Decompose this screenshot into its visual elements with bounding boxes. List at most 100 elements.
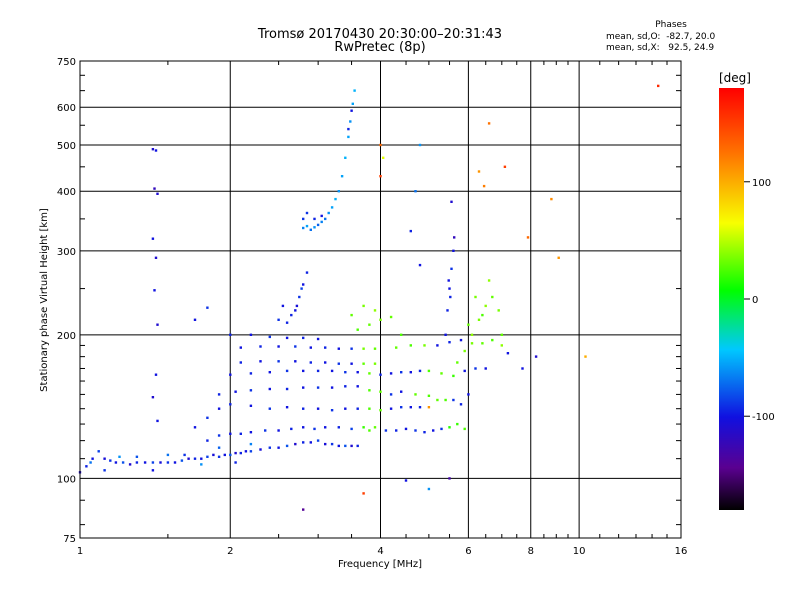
data-point	[193, 426, 197, 429]
data-point	[330, 386, 334, 389]
data-point	[456, 361, 459, 364]
data-point	[470, 333, 474, 336]
data-point	[128, 463, 132, 466]
data-point	[368, 429, 371, 432]
data-point	[409, 229, 412, 233]
data-point	[212, 453, 215, 457]
phase-stats-o: mean, sd,O: -82.7, 20.0	[606, 32, 716, 42]
data-point	[450, 267, 453, 270]
data-point	[206, 439, 209, 442]
data-point	[330, 206, 334, 209]
data-point	[244, 450, 248, 453]
data-point	[313, 217, 316, 221]
data-point	[285, 444, 289, 448]
data-point	[277, 318, 280, 321]
data-point	[309, 441, 312, 444]
data-point	[300, 287, 303, 290]
data-point	[389, 315, 393, 319]
data-point	[453, 236, 456, 239]
data-point	[449, 295, 452, 299]
data-point	[305, 271, 309, 274]
data-point	[85, 465, 88, 468]
data-point	[484, 304, 487, 308]
data-point	[193, 457, 197, 460]
data-point	[427, 369, 431, 373]
data-point	[404, 479, 408, 482]
y-tick-label: 100	[57, 474, 76, 485]
data-point	[249, 442, 253, 446]
data-point	[344, 371, 347, 374]
data-point	[302, 217, 305, 221]
data-point	[316, 337, 320, 341]
y-axis-label: Stationary phase Virtual Height [km]	[39, 208, 50, 392]
data-point	[356, 444, 359, 448]
data-point	[229, 453, 232, 457]
data-point	[444, 398, 447, 402]
data-point	[249, 431, 253, 434]
data-point	[234, 390, 237, 393]
data-point	[259, 345, 262, 348]
x-tick-label: 16	[675, 546, 688, 557]
data-point	[427, 406, 431, 409]
data-point	[309, 361, 312, 364]
data-point	[91, 457, 94, 460]
data-point	[166, 453, 170, 457]
y-tick-label: 400	[57, 187, 76, 198]
data-point	[368, 372, 371, 375]
data-point	[313, 226, 316, 229]
data-point	[217, 434, 221, 437]
data-point	[294, 442, 297, 446]
data-point	[356, 371, 359, 374]
data-point	[316, 407, 320, 410]
data-point	[285, 387, 289, 391]
x-axis-label: Frequency [MHz]	[338, 559, 422, 570]
data-point	[474, 295, 477, 299]
data-point	[379, 318, 382, 321]
data-point	[324, 442, 327, 446]
data-point	[414, 393, 417, 396]
colorbar-tick-labels: 100 0 -100	[744, 178, 775, 423]
data-point	[156, 192, 159, 195]
data-point	[302, 336, 305, 340]
data-point	[302, 226, 305, 230]
plot-frame	[79, 60, 682, 539]
data-point	[264, 429, 267, 432]
data-point	[229, 432, 232, 435]
colorbar-tick-label: 100	[752, 178, 771, 189]
data-point	[418, 263, 422, 267]
x-tick-label: 1	[77, 546, 83, 557]
data-point	[400, 371, 403, 374]
y-tick-label: 75	[63, 534, 76, 545]
data-point	[229, 333, 232, 336]
data-point	[337, 362, 340, 365]
data-point	[217, 446, 221, 449]
data-point	[309, 228, 312, 231]
data-point	[324, 217, 327, 221]
colorbar-tick-label: -100	[752, 412, 775, 423]
data-point	[463, 427, 466, 431]
y-tick-label: 600	[57, 103, 76, 114]
data-point	[436, 398, 439, 402]
data-point	[452, 398, 455, 402]
data-point	[135, 455, 139, 458]
data-point	[350, 109, 353, 112]
data-point	[440, 427, 443, 431]
data-point	[320, 214, 323, 218]
data-point	[285, 336, 289, 340]
data-point	[340, 175, 344, 178]
data-point	[344, 156, 347, 159]
data-point	[320, 220, 323, 224]
data-point	[350, 444, 353, 448]
data-point	[427, 394, 431, 397]
data-point	[418, 143, 422, 147]
data-point	[143, 461, 147, 464]
data-point	[470, 342, 474, 345]
data-point	[389, 407, 393, 410]
data-point	[503, 165, 507, 168]
data-point	[389, 393, 393, 396]
data-point	[302, 508, 305, 511]
data-point	[268, 371, 271, 374]
data-point	[151, 237, 155, 240]
data-point	[206, 455, 209, 458]
